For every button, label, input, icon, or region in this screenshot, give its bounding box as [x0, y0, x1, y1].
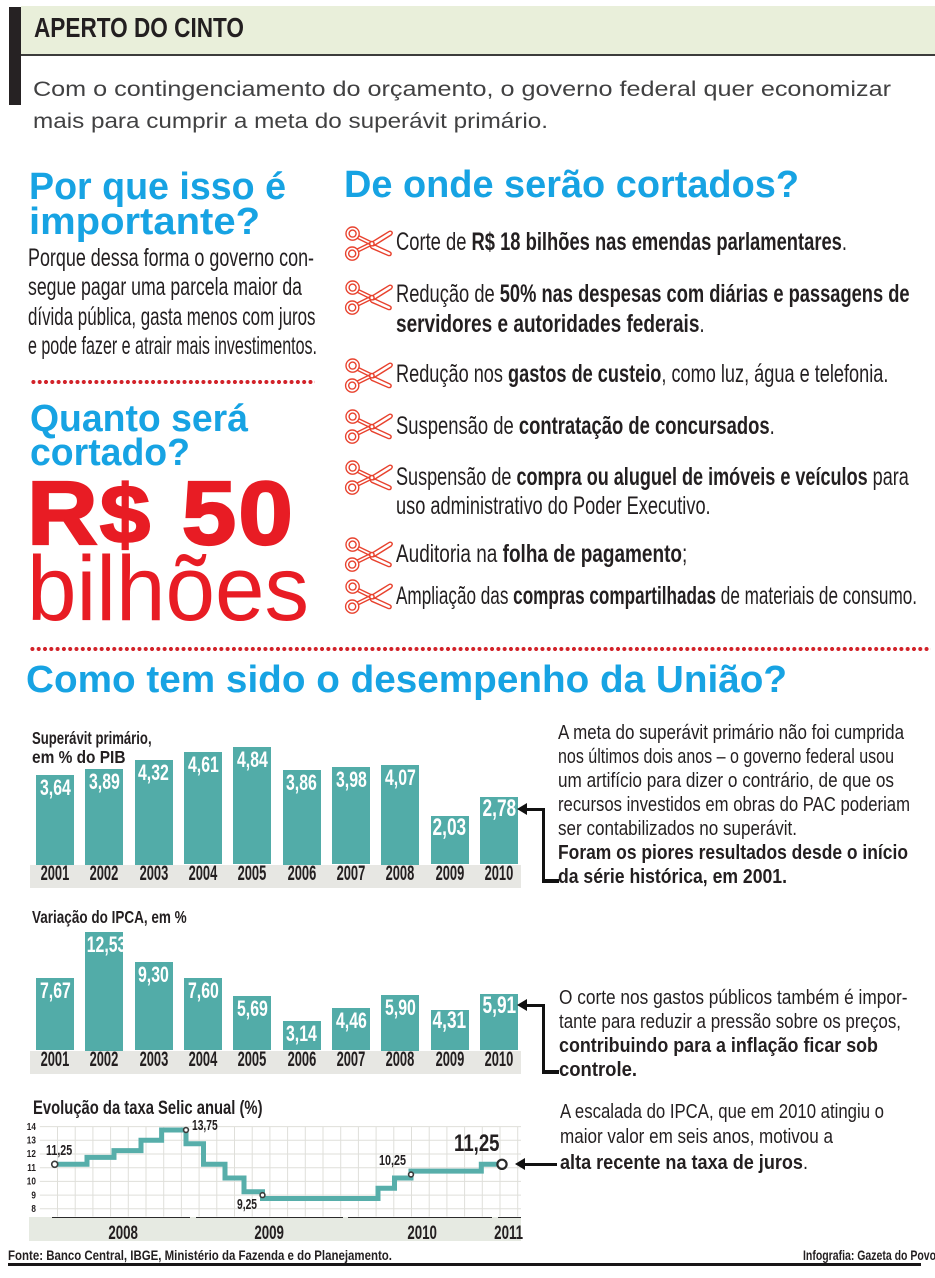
- svg-text:8: 8: [31, 1202, 36, 1214]
- svg-text:12: 12: [27, 1147, 36, 1159]
- svg-text:13: 13: [27, 1133, 36, 1145]
- svg-text:9: 9: [31, 1188, 36, 1200]
- svg-text:11: 11: [27, 1161, 36, 1173]
- svg-text:14: 14: [27, 1120, 37, 1132]
- svg-text:10: 10: [27, 1175, 36, 1187]
